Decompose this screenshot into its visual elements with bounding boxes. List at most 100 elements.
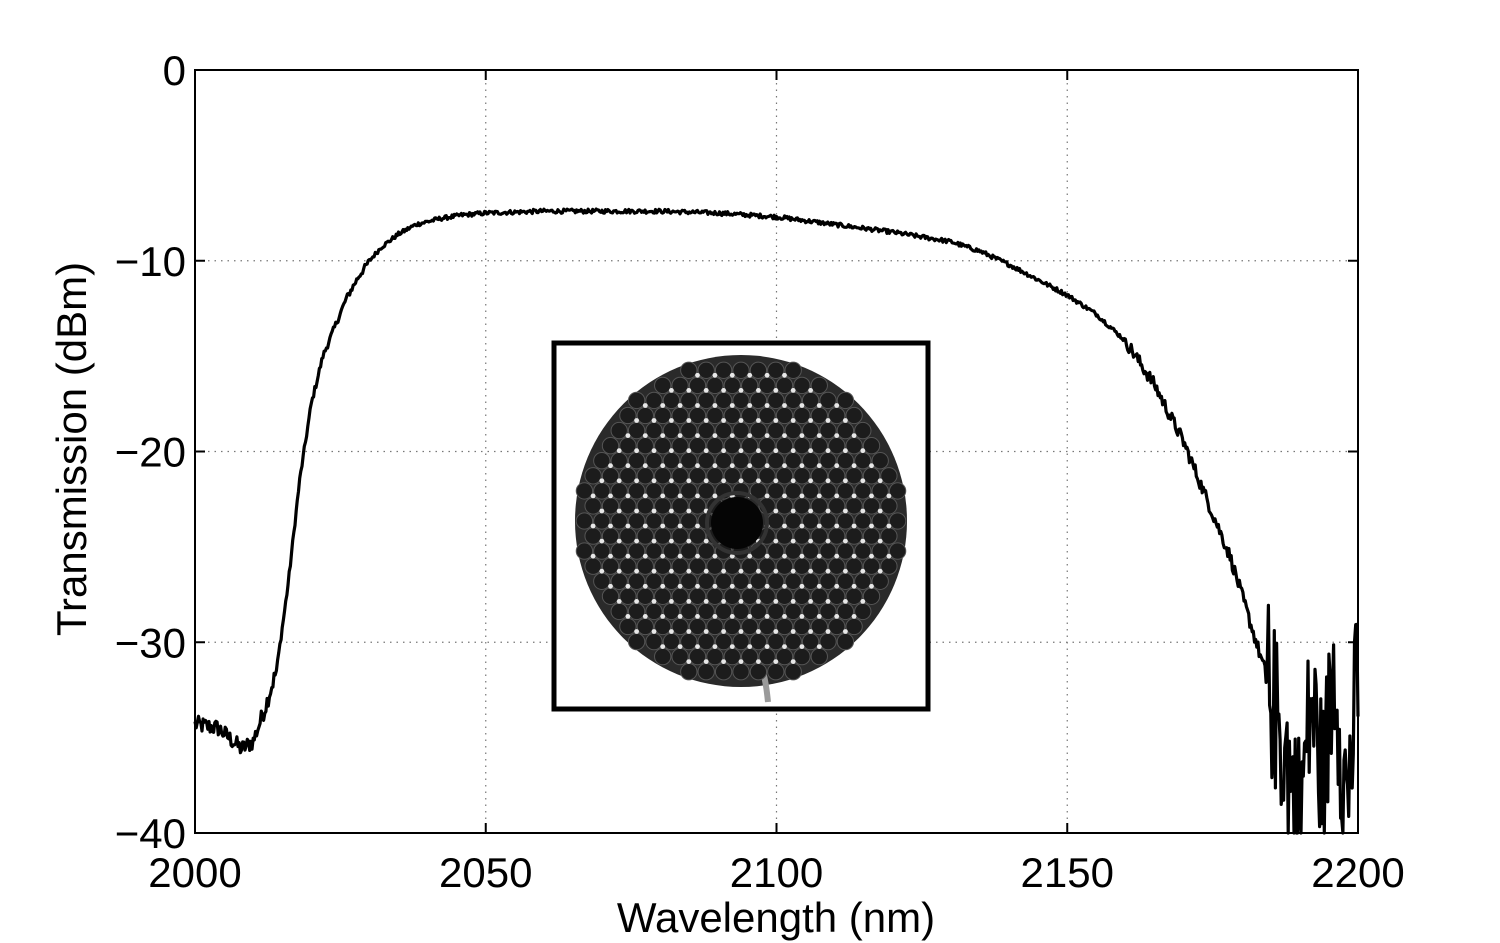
air-hole <box>627 452 646 470</box>
glass-node <box>747 463 753 469</box>
glass-node <box>729 644 735 649</box>
air-hole <box>636 557 654 575</box>
glass-node <box>790 568 796 574</box>
air-hole <box>619 617 637 636</box>
air-hole <box>836 602 855 621</box>
air-hole <box>610 512 628 530</box>
glass-node <box>669 599 674 604</box>
glass-node <box>764 583 770 589</box>
air-hole <box>714 602 733 621</box>
glass-node <box>642 614 648 619</box>
glass-node <box>738 629 744 634</box>
air-hole <box>819 482 837 500</box>
air-hole <box>871 482 889 500</box>
glass-node <box>634 538 639 544</box>
air-hole <box>688 467 707 485</box>
glass-node <box>799 463 805 469</box>
glass-node <box>677 553 683 559</box>
y-tick-label: −30 <box>115 619 186 666</box>
air-hole <box>636 467 654 485</box>
air-hole <box>749 572 768 590</box>
air-hole <box>749 663 768 681</box>
glass-node <box>834 553 840 559</box>
air-hole <box>636 497 654 515</box>
glass-node <box>703 659 709 664</box>
glass-node <box>721 388 726 393</box>
air-hole <box>654 437 672 455</box>
glass-node <box>703 629 709 634</box>
series-layer <box>193 207 1360 835</box>
air-hole <box>784 542 802 560</box>
glass-node <box>729 553 735 559</box>
air-hole <box>767 663 785 681</box>
air-hole <box>862 437 881 455</box>
air-hole <box>619 557 637 575</box>
glass-node <box>590 493 596 499</box>
air-hole <box>775 617 794 636</box>
air-hole <box>862 527 881 545</box>
glass-node <box>764 614 770 619</box>
glass-node <box>773 629 779 634</box>
air-hole <box>636 437 654 455</box>
air-hole <box>662 572 681 590</box>
air-hole <box>819 512 837 530</box>
glass-node <box>825 448 831 454</box>
glass-node <box>703 538 709 544</box>
glass-node <box>816 433 822 438</box>
air-hole <box>601 557 620 575</box>
glass-node <box>642 493 648 499</box>
glass-node <box>790 659 796 664</box>
air-hole <box>662 421 681 440</box>
glass-node <box>782 463 787 469</box>
glass-node <box>747 553 753 559</box>
air-hole <box>593 482 611 500</box>
glass-node <box>782 553 787 559</box>
air-hole <box>767 572 785 590</box>
air-hole <box>880 467 898 485</box>
air-hole <box>888 482 907 500</box>
air-hole <box>819 602 837 621</box>
glass-node <box>695 614 700 619</box>
air-hole <box>627 572 646 590</box>
glass-node <box>843 629 848 634</box>
air-hole <box>845 617 863 636</box>
glass-node <box>773 388 779 393</box>
air-hole <box>688 587 707 605</box>
air-hole <box>845 557 863 575</box>
glass-node <box>851 433 857 438</box>
air-hole <box>601 437 620 455</box>
air-hole <box>654 617 672 636</box>
glass-node <box>695 523 700 529</box>
glass-node <box>634 448 639 454</box>
glass-node <box>677 403 683 408</box>
air-hole <box>741 647 759 666</box>
air-hole <box>680 452 698 470</box>
glass-node <box>756 629 761 634</box>
glass-node <box>703 568 709 574</box>
air-hole <box>758 647 776 666</box>
air-hole <box>854 452 872 470</box>
glass-node <box>782 644 787 649</box>
air-hole <box>688 617 707 636</box>
glass-node <box>816 614 822 619</box>
air-hole <box>619 527 637 545</box>
air-hole <box>767 421 785 440</box>
air-hole <box>680 512 698 530</box>
air-hole <box>593 572 611 590</box>
glass-node <box>799 403 805 408</box>
air-hole <box>697 391 715 410</box>
air-hole <box>741 617 759 636</box>
air-hole <box>810 527 828 545</box>
glass-node <box>686 538 692 544</box>
air-hole <box>801 452 820 470</box>
air-hole <box>688 376 707 395</box>
air-hole <box>810 406 828 425</box>
air-hole <box>836 482 855 500</box>
glass-node <box>651 508 657 514</box>
glass-node <box>599 508 605 514</box>
air-hole <box>610 452 628 470</box>
air-hole <box>793 587 811 605</box>
air-hole <box>697 572 715 590</box>
air-hole <box>654 527 672 545</box>
